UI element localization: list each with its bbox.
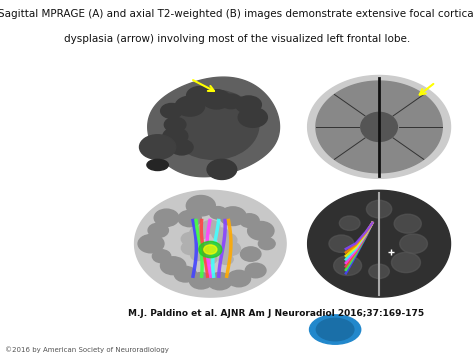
Circle shape [191,250,205,261]
Circle shape [161,104,182,118]
Circle shape [238,108,267,127]
Circle shape [246,263,266,278]
Circle shape [182,241,201,255]
Text: AMERICAN JOURNAL OF NEURORADIOLOGY: AMERICAN JOURNAL OF NEURORADIOLOGY [383,344,474,348]
Circle shape [339,216,360,230]
Text: M.J. Paldino et al. AJNR Am J Neuroradiol 2016;37:169-175: M.J. Paldino et al. AJNR Am J Neuroradio… [128,309,424,318]
Text: A: A [133,168,140,178]
Circle shape [190,226,209,239]
Circle shape [212,228,229,240]
Ellipse shape [139,135,176,159]
Text: Sagittal MPRAGE (A) and axial T2-weighted (B) images demonstrate extensive focal: Sagittal MPRAGE (A) and axial T2-weighte… [0,9,474,19]
Circle shape [138,235,164,253]
Circle shape [240,214,259,228]
Text: dysplasia (arrow) involving most of the visualized left frontal lobe.: dysplasia (arrow) involving most of the … [64,34,410,44]
Circle shape [181,233,200,245]
Circle shape [161,257,186,275]
Circle shape [163,128,188,145]
Circle shape [175,96,205,116]
Text: C: C [133,287,140,297]
Polygon shape [135,190,286,297]
Circle shape [199,241,222,258]
Circle shape [394,214,421,233]
Circle shape [202,90,231,109]
Circle shape [154,209,179,226]
Text: R: R [301,77,308,87]
Circle shape [186,196,215,216]
Circle shape [366,200,392,218]
Text: L: L [439,191,446,202]
Ellipse shape [168,90,259,159]
Circle shape [369,264,389,279]
Polygon shape [316,81,442,173]
Polygon shape [308,190,450,297]
Ellipse shape [310,315,361,344]
Circle shape [203,254,217,264]
Circle shape [227,270,251,287]
Circle shape [171,140,193,155]
Circle shape [208,273,232,290]
Text: ©2016 by American Society of Neuroradiology: ©2016 by American Society of Neuroradiol… [5,346,169,353]
Circle shape [221,242,240,256]
Text: L: L [270,77,276,87]
Text: L: L [439,77,446,87]
Ellipse shape [361,113,397,141]
Text: AINR: AINR [412,319,470,339]
Circle shape [218,233,237,246]
Circle shape [174,266,197,282]
Circle shape [164,117,186,132]
Text: B: B [301,168,309,178]
Circle shape [334,256,362,275]
Circle shape [178,211,201,227]
Ellipse shape [207,159,237,180]
Circle shape [190,273,213,289]
Circle shape [219,207,246,225]
Circle shape [148,223,168,237]
Circle shape [201,220,220,234]
Circle shape [400,234,428,253]
Circle shape [204,245,217,254]
Circle shape [153,250,171,263]
Text: D: D [301,287,309,297]
Circle shape [236,96,261,113]
Circle shape [247,222,274,240]
Circle shape [220,94,242,109]
Text: R: R [301,191,308,202]
Polygon shape [148,77,280,177]
Ellipse shape [316,318,354,341]
Circle shape [187,87,213,105]
Circle shape [392,252,420,273]
Circle shape [258,238,275,250]
Polygon shape [308,76,450,178]
Circle shape [219,255,233,264]
Ellipse shape [147,159,168,170]
Circle shape [209,207,227,219]
Circle shape [329,235,354,252]
Circle shape [240,247,261,261]
Text: R: R [269,191,277,202]
